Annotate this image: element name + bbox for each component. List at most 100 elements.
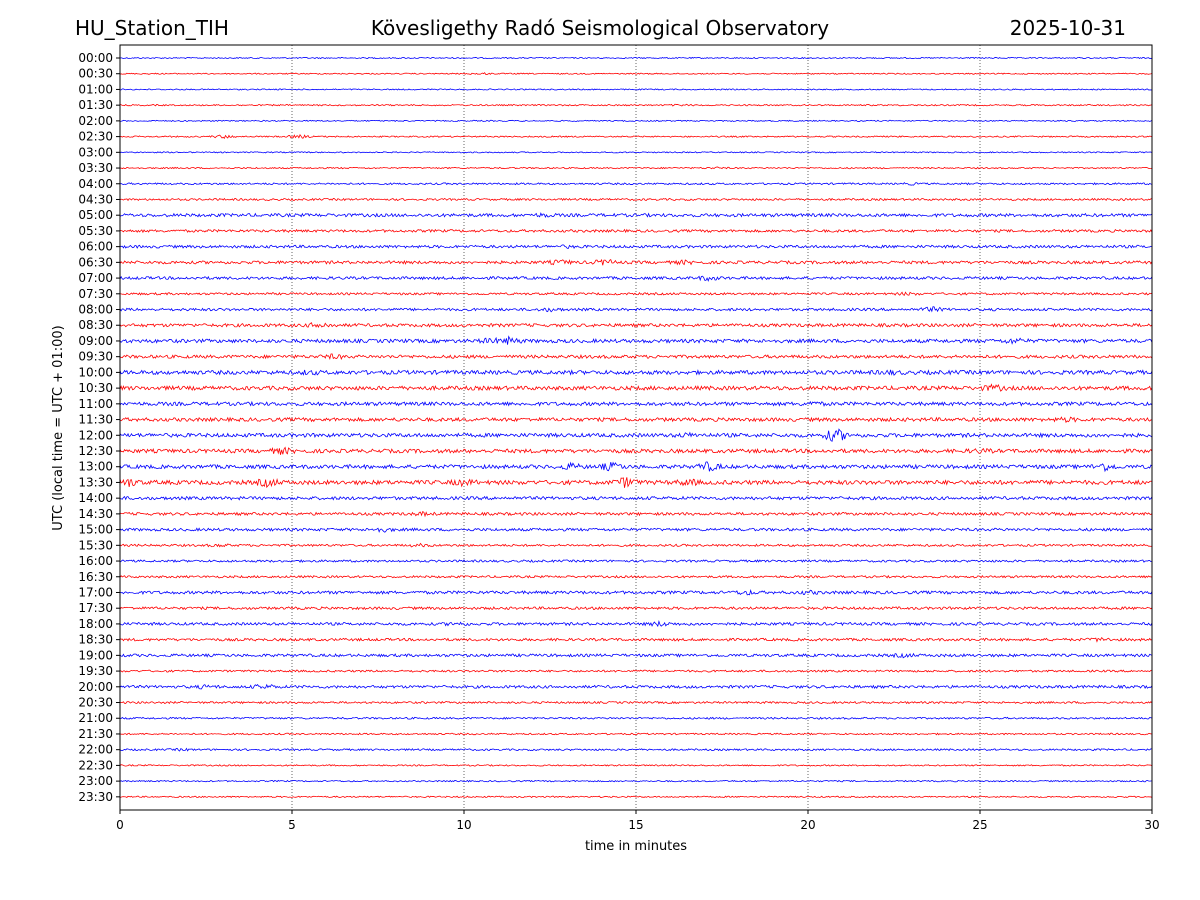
- y-tick-label-20:30: 20:30: [78, 696, 113, 710]
- y-tick-label-02:00: 02:00: [78, 114, 113, 128]
- y-tick-label-01:00: 01:00: [78, 82, 113, 96]
- y-tick-label-10:30: 10:30: [78, 381, 113, 395]
- y-tick-label-03:00: 03:00: [78, 145, 113, 159]
- trace-04:00: [119, 181, 1153, 186]
- trace-22:00: [119, 747, 1153, 752]
- trace-11:30: [119, 416, 1153, 424]
- vertical-grid-lines: [291, 45, 981, 810]
- x-tick-label-10: 10: [456, 818, 471, 832]
- trace-19:00: [119, 652, 1153, 659]
- y-tick-label-11:00: 11:00: [78, 397, 113, 411]
- trace-21:00: [119, 716, 1153, 720]
- trace-12:00: [119, 428, 1153, 442]
- trace-07:00: [119, 275, 1153, 282]
- trace-10:00: [119, 369, 1153, 376]
- trace-18:30: [119, 637, 1153, 643]
- trace-09:30: [119, 353, 1153, 360]
- trace-11:00: [119, 400, 1153, 407]
- y-tick-label-18:30: 18:30: [78, 633, 113, 647]
- x-tick-label-0: 0: [116, 818, 124, 832]
- y-tick-label-07:00: 07:00: [78, 271, 113, 285]
- trace-01:30: [119, 103, 1153, 107]
- trace-15:00: [119, 527, 1153, 533]
- trace-18:00: [119, 620, 1153, 628]
- y-tick-label-06:30: 06:30: [78, 255, 113, 269]
- trace-04:30: [119, 197, 1153, 202]
- trace-07:30: [119, 291, 1153, 296]
- trace-05:30: [119, 228, 1153, 234]
- trace-00:30: [119, 72, 1153, 75]
- y-tick-label-19:30: 19:30: [78, 664, 113, 678]
- trace-01:00: [119, 88, 1153, 91]
- y-tick-label-11:30: 11:30: [78, 413, 113, 427]
- x-axis-ticks: 0 5 10 15 20 25 30: [116, 810, 1160, 832]
- y-tick-label-21:00: 21:00: [78, 711, 113, 725]
- y-tick-label-14:30: 14:30: [78, 507, 113, 521]
- y-tick-label-09:30: 09:30: [78, 350, 113, 364]
- y-tick-label-03:30: 03:30: [78, 161, 113, 175]
- y-tick-label-15:00: 15:00: [78, 523, 113, 537]
- y-tick-label-05:00: 05:00: [78, 208, 113, 222]
- y-axis-label: UTC (local time = UTC + 01:00): [51, 325, 66, 530]
- y-tick-label-19:00: 19:00: [78, 648, 113, 662]
- y-tick-label-22:00: 22:00: [78, 743, 113, 757]
- y-tick-label-23:30: 23:30: [78, 790, 113, 804]
- trace-23:30: [119, 795, 1153, 799]
- seismic-traces: [119, 56, 1153, 799]
- y-tick-label-13:30: 13:30: [78, 475, 113, 489]
- x-tick-label-30: 30: [1144, 818, 1159, 832]
- y-tick-label-14:00: 14:00: [78, 491, 113, 505]
- y-tick-label-12:00: 12:00: [78, 428, 113, 442]
- y-tick-label-17:30: 17:30: [78, 601, 113, 615]
- plot-frame: [119, 44, 1153, 811]
- x-tick-label-5: 5: [288, 818, 296, 832]
- trace-14:30: [119, 510, 1153, 518]
- trace-08:30: [119, 322, 1153, 328]
- trace-02:30: [119, 134, 1153, 139]
- trace-06:30: [119, 258, 1153, 266]
- observatory-title: Kövesligethy Radó Seismological Observat…: [371, 16, 829, 40]
- x-tick-label-25: 25: [972, 818, 987, 832]
- trace-16:30: [119, 574, 1153, 579]
- y-tick-label-16:30: 16:30: [78, 570, 113, 584]
- y-tick-label-16:00: 16:00: [78, 554, 113, 568]
- trace-14:00: [119, 495, 1153, 501]
- trace-06:00: [119, 244, 1153, 250]
- y-tick-label-00:30: 00:30: [78, 67, 113, 81]
- trace-12:30: [119, 446, 1153, 455]
- trace-21:30: [119, 732, 1153, 736]
- y-tick-label-20:00: 20:00: [78, 680, 113, 694]
- y-tick-label-21:30: 21:30: [78, 727, 113, 741]
- y-tick-label-01:30: 01:30: [78, 98, 113, 112]
- date-title: 2025-10-31: [1010, 16, 1126, 40]
- trace-00:00: [119, 56, 1153, 60]
- trace-19:30: [119, 669, 1153, 673]
- trace-16:00: [119, 559, 1153, 563]
- trace-02:00: [119, 119, 1153, 123]
- y-tick-label-04:30: 04:30: [78, 192, 113, 206]
- y-tick-label-08:00: 08:00: [78, 303, 113, 317]
- y-tick-label-22:30: 22:30: [78, 758, 113, 772]
- trace-10:30: [119, 383, 1153, 392]
- x-tick-label-15: 15: [628, 818, 643, 832]
- trace-08:00: [119, 306, 1153, 313]
- trace-17:30: [119, 606, 1153, 611]
- y-tick-label-00:00: 00:00: [78, 51, 113, 65]
- y-tick-label-18:00: 18:00: [78, 617, 113, 631]
- y-tick-label-09:00: 09:00: [78, 334, 113, 348]
- station-title: HU_Station_TIH: [75, 16, 229, 40]
- y-tick-label-05:30: 05:30: [78, 224, 113, 238]
- y-tick-label-12:30: 12:30: [78, 444, 113, 458]
- y-tick-label-17:00: 17:00: [78, 585, 113, 599]
- trace-13:30: [119, 477, 1153, 489]
- y-tick-label-13:00: 13:00: [78, 460, 113, 474]
- y-tick-label-08:30: 08:30: [78, 318, 113, 332]
- y-tick-label-15:30: 15:30: [78, 538, 113, 552]
- trace-09:00: [119, 335, 1153, 345]
- trace-03:30: [119, 166, 1153, 170]
- y-tick-label-02:30: 02:30: [78, 130, 113, 144]
- trace-03:00: [119, 151, 1153, 154]
- trace-05:00: [119, 212, 1153, 218]
- x-axis-label: time in minutes: [585, 839, 687, 854]
